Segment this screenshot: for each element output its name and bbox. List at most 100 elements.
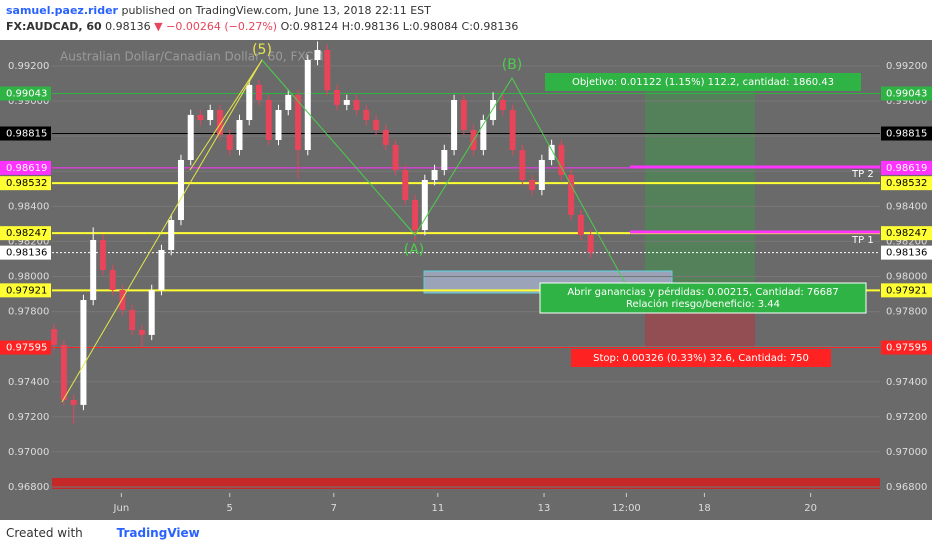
y-tick-label: 0.97400: [8, 377, 49, 388]
ratio-label: Relación riesgo/beneficio: 3.44: [626, 298, 780, 310]
price-level-box: [0, 245, 51, 260]
price-level-label: 0.97921: [6, 285, 47, 296]
chart: Australian Dollar/Canadian Dollar, 60, F…: [0, 40, 932, 520]
candle-body: [392, 144, 399, 170]
candle-body: [568, 174, 575, 215]
y-tick-label: 0.99200: [8, 61, 49, 72]
price-level-box: [0, 126, 51, 141]
candle-body: [129, 310, 136, 330]
header-line-1: samuel.paez.rider published on TradingVi…: [6, 4, 431, 17]
price-level-box: [881, 226, 932, 241]
price-level-box: [0, 283, 51, 298]
price-level-label: 0.98815: [6, 129, 47, 140]
y-tick-label: 0.97200: [8, 412, 49, 423]
candle-body: [109, 270, 116, 290]
target-zone: [645, 83, 755, 290]
price-level-label: 0.98247: [6, 228, 47, 239]
price-level-label: 0.98532: [6, 178, 47, 189]
candle-body: [246, 84, 253, 120]
wave-label: (5): [252, 42, 272, 58]
y-tick-label: 0.98400: [886, 201, 927, 212]
y-tick-label: 0.99200: [886, 61, 927, 72]
candle-body: [499, 100, 506, 110]
open-pl-label: Abrir ganancias y pérdidas: 0.00215, Can…: [567, 286, 838, 298]
candle-body: [577, 214, 584, 235]
candle-body: [265, 100, 272, 140]
candles: [51, 41, 594, 424]
time-axis: [0, 495, 932, 520]
candle-body: [177, 160, 184, 220]
candle-body: [558, 144, 565, 175]
price-level-box: [881, 176, 932, 191]
price-level-label: 0.98619: [6, 163, 47, 174]
price-level-box: [0, 86, 51, 101]
price-level-label: 0.99043: [6, 89, 47, 100]
price-level-label: 0.98247: [886, 228, 927, 239]
footer-text: Created with: [6, 526, 83, 540]
price-level-label: 0.97595: [6, 343, 47, 354]
x-tick-label: 13: [538, 503, 551, 514]
y-tick-label: 0.99000: [886, 96, 927, 107]
candle-body: [451, 100, 458, 150]
header-line-2: FX:AUDCAD, 60 0.98136 ▼ −0.00264 (−0.27%…: [6, 20, 518, 33]
candle-body: [402, 170, 409, 200]
candle-body: [460, 100, 467, 130]
candle-body: [226, 134, 233, 150]
bottom-band: [52, 478, 880, 489]
candle-body: [236, 120, 243, 150]
price-level-box: [881, 126, 932, 141]
price-level-box: [881, 86, 932, 101]
price-level-box: [881, 160, 932, 175]
brand[interactable]: TradingView: [116, 526, 200, 540]
published: published on TradingView.com, June 13, 2…: [121, 4, 431, 17]
x-tick-label: 7: [331, 503, 337, 514]
candle-body: [138, 330, 145, 335]
x-tick-label: 11: [431, 503, 444, 514]
y-tick-label: 0.98200: [886, 236, 927, 247]
y-tick-label: 0.96800: [8, 482, 49, 493]
price-level-label: 0.99043: [886, 89, 927, 100]
y-tick-label: 0.98200: [8, 236, 49, 247]
candle-body: [334, 90, 341, 105]
candle-body: [373, 120, 380, 130]
y-tick-label: 0.97000: [8, 447, 49, 458]
footer: Created with TradingView: [6, 526, 200, 540]
y-tick-label: 0.98400: [8, 201, 49, 212]
candle-body: [353, 100, 360, 110]
price-level-label: 0.98136: [6, 248, 47, 259]
candle-body: [363, 110, 370, 120]
wave-line-green: [261, 59, 641, 311]
x-tick-label: Jun: [113, 503, 130, 514]
price-level-label: 0.98619: [886, 163, 927, 174]
y-tick-label: 0.99000: [8, 96, 49, 107]
candle-body: [285, 94, 292, 110]
y-tick-label: 0.96800: [886, 482, 927, 493]
price-level-box: [0, 160, 51, 175]
candle-body: [168, 220, 175, 250]
price-level-label: 0.98815: [886, 129, 927, 140]
y-tick-label: 0.97400: [886, 377, 927, 388]
x-tick-label: 18: [698, 503, 711, 514]
candle-body: [295, 94, 302, 150]
x-tick-label: 5: [227, 503, 233, 514]
target-label-box: [545, 73, 861, 91]
candle-body: [519, 150, 526, 180]
price-level-label: 0.97921: [886, 285, 927, 296]
x-tick-label: 20: [804, 503, 817, 514]
price-level-box: [881, 245, 932, 260]
candle-body: [431, 170, 438, 180]
candle-body: [51, 329, 58, 345]
author[interactable]: samuel.paez.rider: [6, 4, 118, 17]
wave-label: (B): [502, 57, 523, 73]
tp-label: TP 2: [851, 169, 874, 180]
price-level-box: [881, 340, 932, 355]
candle-body: [412, 200, 419, 230]
wave-label: (A): [404, 242, 425, 258]
candle-body: [119, 290, 126, 310]
ohlc: O:0.98124 H:0.98136 L:0.98084 C:0.98136: [280, 20, 519, 33]
candle-body: [158, 250, 165, 290]
watermark-title: Australian Dollar/Canadian Dollar, 60, F…: [60, 50, 324, 64]
price-level-label: 0.97595: [886, 343, 927, 354]
candle-body: [197, 114, 204, 120]
